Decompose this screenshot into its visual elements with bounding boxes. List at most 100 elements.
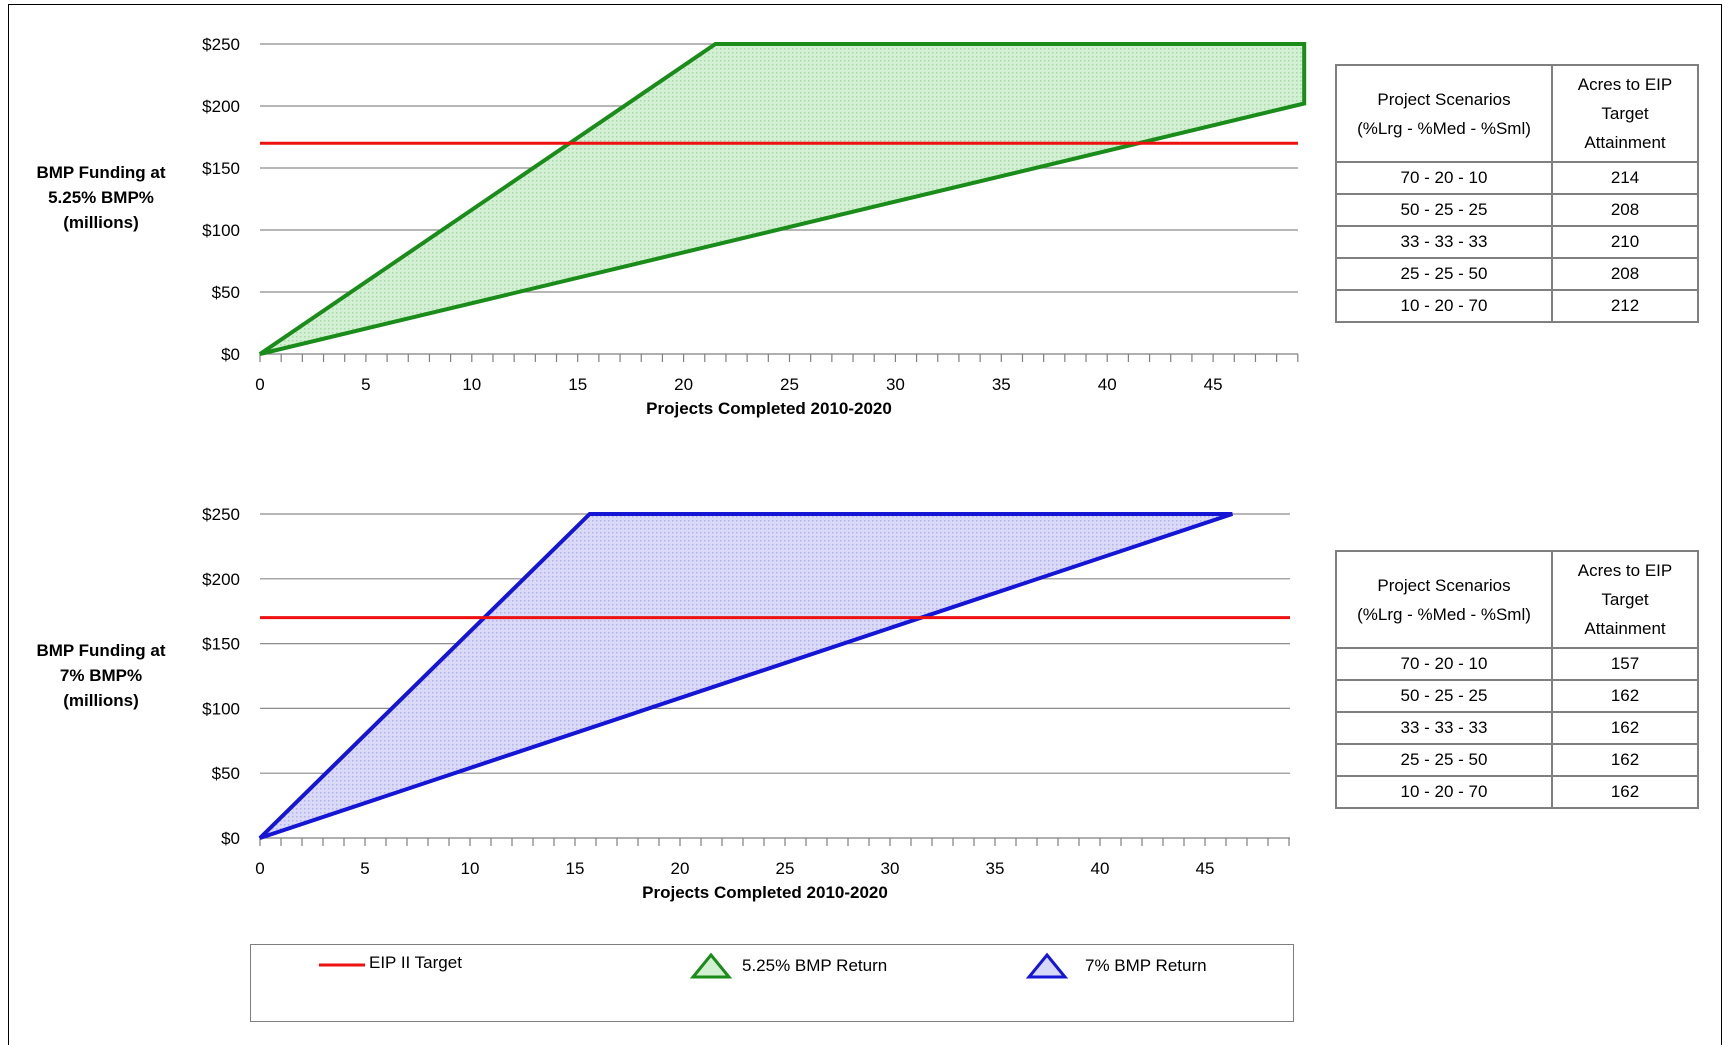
table-cell-scenario: 10 - 20 - 70: [1335, 289, 1553, 323]
x-axis-title: Projects Completed 2010-2020: [646, 399, 892, 418]
x-tick-label: 45: [1196, 859, 1215, 878]
chart-7-percent: $0 $50 $100 $150 $200 $250 0 5 10 15 20 25 30 35 40 45 P…: [202, 505, 1290, 902]
y-axis-label-line: BMP Funding at: [36, 641, 166, 660]
table-row: 33 - 33 - 33 210: [1335, 225, 1699, 259]
x-tick-label: 5: [360, 859, 369, 878]
table-header-row: Project Scenarios (%Lrg - %Med - %Sml) A…: [1335, 550, 1699, 649]
header-line: (%Lrg - %Med - %Sml): [1357, 604, 1531, 624]
table-cell-acres: 162: [1551, 711, 1699, 745]
table-cell-acres: 208: [1551, 257, 1699, 291]
table-cell-acres: 157: [1551, 647, 1699, 681]
table-header-row: Project Scenarios (%Lrg - %Med - %Sml) A…: [1335, 64, 1699, 163]
x-tick-label: 40: [1098, 375, 1117, 394]
y-tick-label: $0: [221, 829, 240, 848]
legend-label-eip-target: EIP II Target: [369, 953, 462, 972]
x-tick-label: 20: [671, 859, 690, 878]
table-cell-scenario: 10 - 20 - 70: [1335, 775, 1553, 809]
green-triangle-icon: [689, 952, 733, 979]
y-tick-label: $200: [202, 97, 240, 116]
header-line: Target: [1601, 104, 1649, 123]
y-tick-label: $250: [202, 35, 240, 54]
x-axis-title: Projects Completed 2010-2020: [642, 883, 888, 902]
y-tick-label: $250: [202, 505, 240, 524]
x-tick-label: 15: [568, 375, 587, 394]
header-line: Project Scenarios: [1377, 575, 1511, 595]
table-cell-scenario: 50 - 25 - 25: [1335, 679, 1553, 713]
table-header-scenarios: Project Scenarios (%Lrg - %Med - %Sml): [1335, 64, 1553, 163]
x-tick-label: 0: [255, 859, 264, 878]
header-line: Project Scenarios: [1377, 89, 1511, 109]
x-tick-label: 30: [886, 375, 905, 394]
series-area-5-25-bmp-return: [258, 42, 1307, 356]
y-tick-label: $0: [221, 345, 240, 364]
x-tick-label: 35: [992, 375, 1011, 394]
y-axis-label-line: (millions): [63, 213, 139, 232]
chart-legend: EIP II Target 5.25% BMP Return 7% BMP Re…: [250, 944, 1294, 1022]
table-cell-acres: 162: [1551, 679, 1699, 713]
x-tick-label: 45: [1204, 375, 1223, 394]
table-cell-acres: 210: [1551, 225, 1699, 259]
header-line: Acres to EIP: [1577, 561, 1673, 580]
header-line: Target: [1601, 590, 1649, 609]
table-cell-scenario: 70 - 20 - 10: [1335, 647, 1553, 681]
table-cell-scenario: 70 - 20 - 10: [1335, 161, 1553, 195]
table-row: 50 - 25 - 25 208: [1335, 193, 1699, 227]
y-tick-label: $100: [202, 699, 240, 718]
chart-5-25-percent: $0 $50 $100 $150 $200 $250 0 5 10 15 20 25 30 35 40 45 P…: [202, 35, 1307, 418]
x-tick-label: 10: [461, 859, 480, 878]
y-axis-label-line: BMP Funding at: [36, 163, 166, 182]
table-row: 33 - 33 - 33 162: [1335, 711, 1699, 745]
table-header-scenarios: Project Scenarios (%Lrg - %Med - %Sml): [1335, 550, 1553, 649]
y-tick-label: $200: [202, 570, 240, 589]
table-cell-scenario: 33 - 33 - 33: [1335, 225, 1553, 259]
y-tick-label: $100: [202, 221, 240, 240]
x-tick-label: 35: [986, 859, 1005, 878]
table-row: 25 - 25 - 50 162: [1335, 743, 1699, 777]
y-axis-label-line: 5.25% BMP%: [48, 188, 154, 207]
figure-frame: [8, 4, 1722, 1045]
x-tick-label: 15: [566, 859, 585, 878]
header-line: Acres to EIP: [1577, 75, 1673, 94]
y-axis-label-line: 7% BMP%: [59, 666, 143, 685]
x-tick-label: 10: [462, 375, 481, 394]
table-row: 10 - 20 - 70 162: [1335, 775, 1699, 809]
blue-triangle-icon: [1025, 952, 1069, 979]
series-area-7-bmp-return: [258, 512, 1233, 840]
x-tick-label: 5: [361, 375, 370, 394]
x-tick-label: 20: [674, 375, 693, 394]
table-row: 50 - 25 - 25 162: [1335, 679, 1699, 713]
header-line: (%Lrg - %Med - %Sml): [1357, 118, 1531, 138]
table-row: 70 - 20 - 10 157: [1335, 647, 1699, 681]
table-cell-acres: 162: [1551, 775, 1699, 809]
table-cell-acres: 212: [1551, 289, 1699, 323]
table-cell-scenario: 25 - 25 - 50: [1335, 257, 1553, 291]
table-header-acres: Acres to EIP Target Attainment: [1551, 550, 1699, 649]
legend-line-swatch: [319, 963, 365, 967]
y-tick-label: $50: [212, 283, 240, 302]
legend-label-7: 7% BMP Return: [1085, 956, 1207, 975]
y-axis-label-line: (millions): [63, 691, 139, 710]
table-cell-scenario: 50 - 25 - 25: [1335, 193, 1553, 227]
table-cell-acres: 208: [1551, 193, 1699, 227]
y-tick-label: $150: [202, 159, 240, 178]
table-cell-acres: 162: [1551, 743, 1699, 777]
scenario-table-bottom: Project Scenarios (%Lrg - %Med - %Sml) A…: [1335, 550, 1699, 809]
x-tick-label: 25: [776, 859, 795, 878]
table-row: 10 - 20 - 70 212: [1335, 289, 1699, 323]
legend-label-5-25: 5.25% BMP Return: [742, 956, 888, 975]
table-cell-scenario: 25 - 25 - 50: [1335, 743, 1553, 777]
table-row: 25 - 25 - 50 208: [1335, 257, 1699, 291]
y-tick-label: $150: [202, 635, 240, 654]
table-cell-acres: 214: [1551, 161, 1699, 195]
x-tick-label: 25: [780, 375, 799, 394]
header-line: Attainment: [1584, 133, 1666, 152]
y-tick-label: $50: [212, 764, 240, 783]
x-tick-label: 30: [881, 859, 900, 878]
y-axis-label-top: BMP Funding at 5.25% BMP% (millions): [18, 160, 184, 235]
x-tick-label: 40: [1091, 859, 1110, 878]
table-cell-scenario: 33 - 33 - 33: [1335, 711, 1553, 745]
table-row: 70 - 20 - 10 214: [1335, 161, 1699, 195]
header-line: Attainment: [1584, 619, 1666, 638]
scenario-table-top: Project Scenarios (%Lrg - %Med - %Sml) A…: [1335, 64, 1699, 323]
